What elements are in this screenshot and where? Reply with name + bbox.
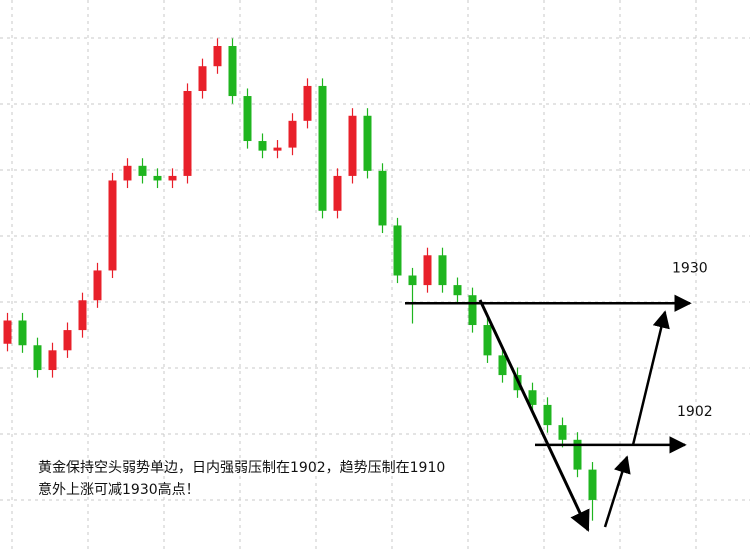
rebound-arrow — [631, 310, 670, 446]
candle-body — [63, 330, 72, 351]
level-label: 1930 — [672, 260, 708, 276]
candle-body — [183, 90, 192, 176]
candle-body — [3, 320, 12, 344]
candle-body — [18, 320, 27, 346]
candle-body — [273, 147, 282, 151]
candle-body — [153, 175, 162, 181]
rebound-arrow — [603, 455, 631, 528]
candle-body — [558, 425, 567, 440]
candle-body — [168, 175, 177, 181]
candle-body — [438, 255, 447, 286]
candle-body — [573, 439, 582, 470]
candle-body — [198, 66, 207, 91]
trend-arrow — [478, 299, 590, 532]
candle-body — [48, 350, 57, 371]
candle-body — [228, 46, 237, 97]
candle-body — [108, 180, 117, 271]
candle-body — [93, 270, 102, 301]
candle-body — [303, 85, 312, 121]
candle-body — [33, 345, 42, 371]
candle-body — [498, 355, 507, 376]
candle-body — [213, 46, 222, 67]
candle-body — [453, 285, 462, 296]
candle-body — [78, 300, 87, 331]
candle-body — [408, 275, 417, 286]
candle-body — [258, 141, 267, 151]
candle-body — [543, 404, 552, 426]
candle-body — [138, 165, 147, 176]
candle-body — [363, 115, 372, 171]
candle-body — [123, 165, 132, 181]
candle-body — [333, 175, 342, 211]
annotation: 黄金保持空头弱势单边，日内强弱压制在1902，趋势压制在1910 — [38, 459, 445, 476]
level-label: 1902 — [677, 404, 713, 420]
candle-body — [378, 170, 387, 226]
candle-body — [318, 85, 327, 211]
candle-body — [243, 96, 252, 142]
candle-body — [483, 325, 492, 356]
candle-body — [468, 295, 477, 326]
annotation: 意外上涨可减1930高点！ — [38, 481, 200, 498]
candle-body — [528, 390, 537, 405]
candle-body — [288, 120, 297, 148]
candle-body — [588, 469, 597, 500]
candle-body — [423, 255, 432, 286]
candle-body — [393, 225, 402, 276]
candle-body — [348, 115, 357, 176]
